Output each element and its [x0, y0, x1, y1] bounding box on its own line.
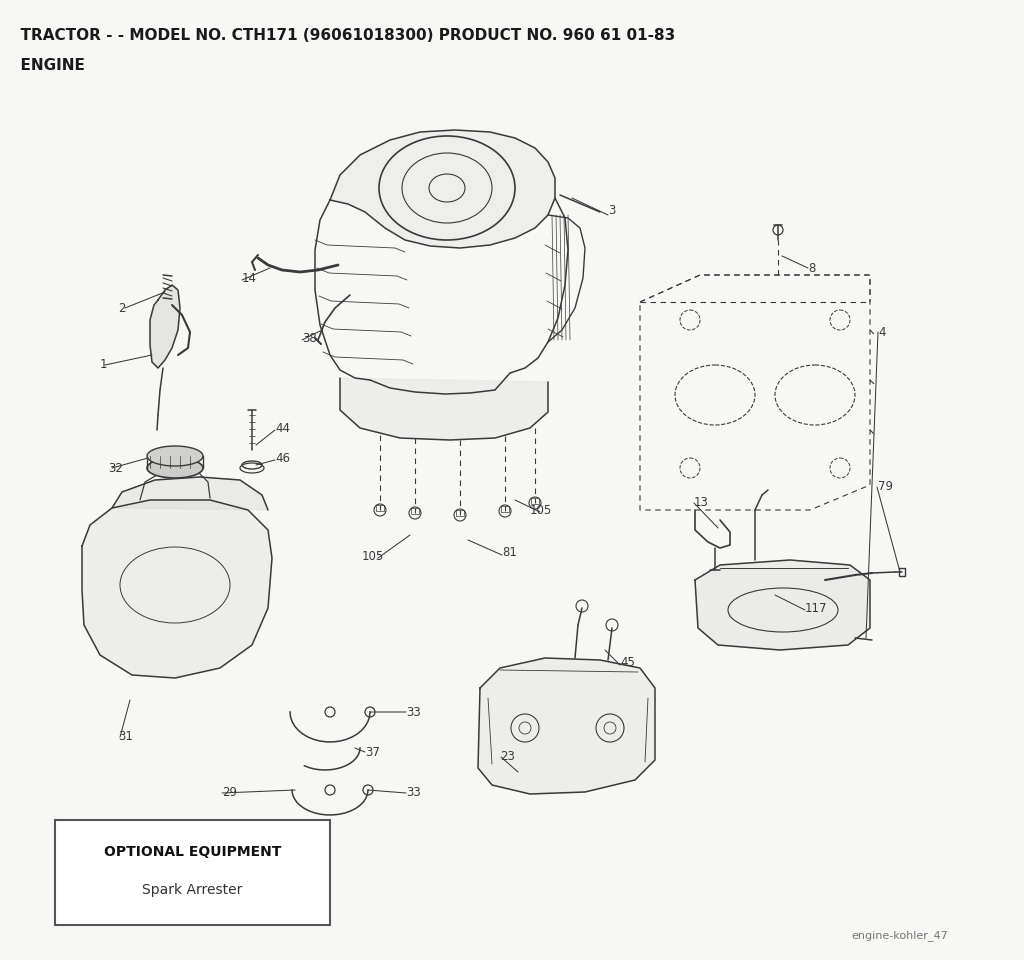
Ellipse shape — [147, 458, 203, 478]
Text: 46: 46 — [275, 451, 290, 465]
Bar — [55, 820, 330, 925]
Text: 105: 105 — [530, 503, 552, 516]
Polygon shape — [478, 658, 655, 794]
Text: 79: 79 — [878, 481, 893, 493]
Text: Spark Arrester: Spark Arrester — [142, 883, 243, 897]
Ellipse shape — [147, 446, 203, 466]
Text: 45: 45 — [620, 657, 635, 669]
Polygon shape — [330, 130, 555, 248]
Text: 37: 37 — [365, 746, 380, 758]
Text: 32: 32 — [108, 462, 123, 474]
Text: 1: 1 — [100, 358, 108, 372]
Text: 13: 13 — [694, 495, 709, 509]
Polygon shape — [112, 477, 268, 510]
Text: 4: 4 — [878, 325, 886, 339]
Polygon shape — [340, 378, 548, 440]
Text: 38: 38 — [302, 331, 316, 345]
Polygon shape — [150, 285, 180, 368]
Text: engine-kohler_47: engine-kohler_47 — [852, 930, 948, 942]
Text: 8: 8 — [808, 261, 815, 275]
Text: 3: 3 — [608, 204, 615, 217]
Text: ENGINE: ENGINE — [10, 58, 85, 73]
Polygon shape — [695, 560, 870, 650]
Text: TRACTOR - - MODEL NO. CTH171 (96061018300) PRODUCT NO. 960 61 01-83: TRACTOR - - MODEL NO. CTH171 (9606101830… — [10, 28, 675, 43]
Text: 81: 81 — [502, 546, 517, 560]
Polygon shape — [82, 500, 272, 678]
Text: 23: 23 — [500, 751, 515, 763]
Text: 33: 33 — [406, 706, 421, 718]
Text: 105: 105 — [362, 549, 384, 563]
Text: 2: 2 — [118, 301, 126, 315]
Text: 33: 33 — [406, 786, 421, 800]
Text: OPTIONAL EQUIPMENT: OPTIONAL EQUIPMENT — [103, 845, 282, 859]
Text: 31: 31 — [118, 731, 133, 743]
Text: 14: 14 — [242, 272, 257, 284]
Text: 29: 29 — [222, 786, 237, 800]
Text: 44: 44 — [275, 421, 290, 435]
Text: 117: 117 — [805, 602, 827, 614]
